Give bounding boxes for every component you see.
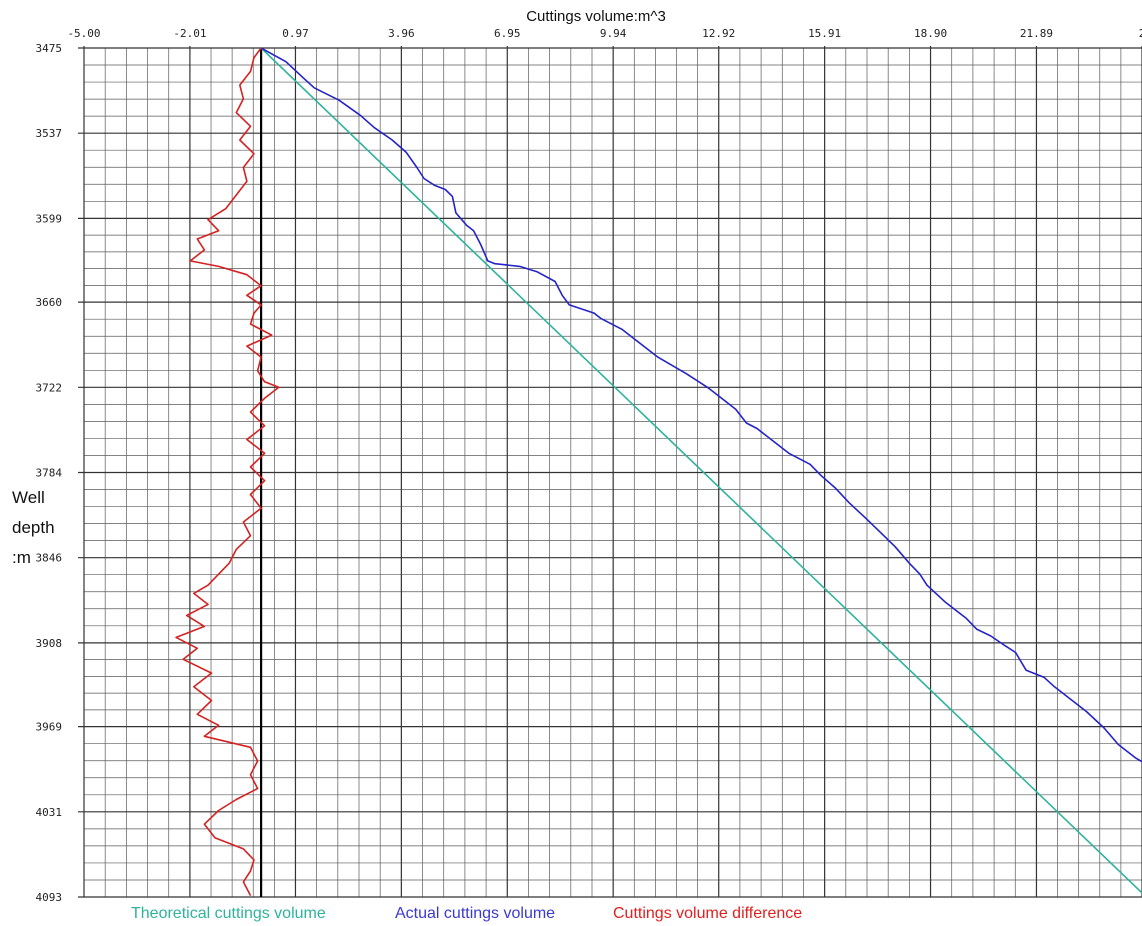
y-tick-label: 3908 [36,637,63,650]
difference-series-line [175,48,280,896]
y-tick-label: 4031 [36,806,63,819]
legend-actual: Actual cuttings volume [395,905,555,922]
tick-labels: -5.00 -2.01 0.97 3.96 6.95 9.94 12.92 15.91 18.9… [36,27,1142,904]
x-tick-label: -2.01 [173,27,206,40]
x-tick-label: 15.91 [808,27,841,40]
x-tick-label: 3.96 [388,27,415,40]
actual-series-line [260,48,1142,763]
y-tick-label: 3722 [36,381,63,394]
legend-theoretical: Theoretical cuttings volume [131,905,326,922]
x-tick-label: 12.92 [702,27,735,40]
theoretical-series-line [260,48,1142,894]
legend-difference: Cuttings volume difference [613,905,802,922]
series-layer [175,48,1142,896]
y-tick-label: 3475 [36,42,63,55]
x-tick-label: 21.89 [1020,27,1053,40]
x-tick-label: -5.00 [67,27,100,40]
x-tick-label: 6.95 [494,27,521,40]
y-axis-label-line-3: :m [12,548,31,567]
y-tick-label: 4093 [36,891,63,904]
x-tick-label: 0.97 [282,27,309,40]
x-tick-label: 2 [1139,27,1142,40]
chart-title: Cuttings volume:m^3 [526,8,666,25]
y-axis-label-line-1: Well [12,488,45,507]
y-tick-label: 3660 [36,296,63,309]
x-tick-label: 18.90 [914,27,947,40]
y-tick-label: 3846 [36,552,63,565]
legend: Theoretical cuttings volume Actual cutti… [131,905,802,922]
grid [78,46,1142,898]
y-axis-label: Well depth :m [12,488,55,567]
y-tick-label: 3599 [36,212,63,225]
y-tick-label: 3537 [36,127,63,140]
y-tick-label: 3969 [36,721,63,734]
x-tick-label: 9.94 [600,27,627,40]
y-tick-label: 3784 [36,467,63,480]
y-axis-label-line-2: depth [12,518,55,537]
